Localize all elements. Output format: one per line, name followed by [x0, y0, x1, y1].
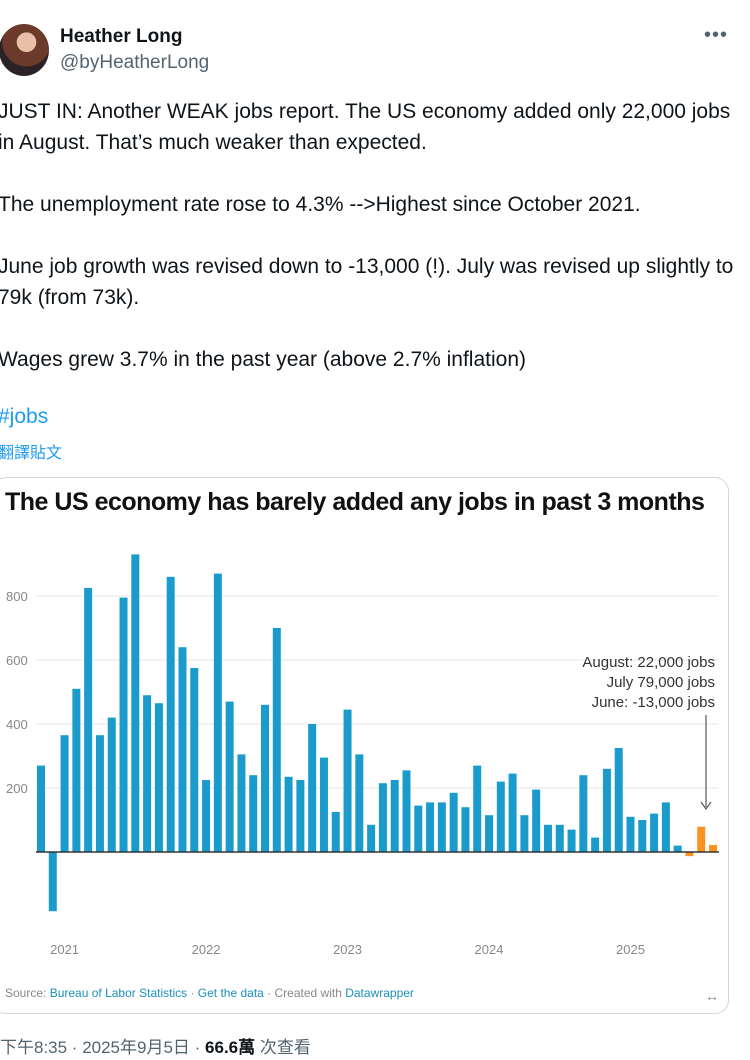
bar: [343, 709, 352, 852]
bar: [579, 775, 588, 852]
bar: [202, 780, 211, 852]
bar: [449, 792, 458, 852]
x-tick-label: 2021: [50, 942, 79, 957]
x-tick-label: 2024: [475, 942, 504, 957]
hashtag-link[interactable]: #jobs: [0, 405, 49, 428]
annotation-text: July 79,000 jobs: [607, 674, 715, 691]
bar: [131, 554, 140, 852]
bar: [213, 573, 222, 852]
bar: [414, 805, 423, 852]
tweet-meta: 下午8:35 · 2025年9月5日 · 66.6萬 次查看: [0, 1033, 311, 1058]
bar: [284, 776, 293, 852]
arrowhead-icon: [700, 801, 712, 811]
bar: [190, 668, 199, 852]
bar: [709, 844, 718, 852]
bar: [166, 576, 175, 852]
get-data-link[interactable]: Get the data: [197, 986, 264, 1000]
bar: [84, 588, 93, 852]
bar: [261, 704, 270, 852]
bar: [367, 824, 376, 852]
bar: [178, 647, 187, 852]
bar: [426, 802, 435, 852]
chart-source: Source: Bureau of Labor Statistics · Get…: [5, 986, 414, 1000]
source-label: Source:: [5, 986, 47, 1000]
more-horizontal-icon[interactable]: •••: [704, 24, 729, 46]
bar: [355, 754, 364, 852]
y-tick-label: 400: [6, 717, 28, 732]
chart-card[interactable]: The US economy has barely added any jobs…: [0, 477, 729, 1014]
bar: [520, 815, 529, 852]
avatar[interactable]: [0, 24, 49, 76]
tweet-text: JUST IN: Another WEAK jobs report. The U…: [0, 96, 738, 406]
source-link[interactable]: Bureau of Labor Statistics: [49, 986, 188, 1000]
bar: [673, 845, 682, 852]
y-tick-label: 200: [6, 781, 28, 796]
y-tick-label: 600: [6, 653, 28, 668]
bar: [508, 773, 517, 852]
bar: [154, 703, 163, 852]
bar: [225, 701, 234, 852]
x-tick-label: 2022: [192, 942, 221, 957]
bar: [567, 829, 576, 852]
bar: [272, 628, 281, 852]
bar: [496, 781, 505, 852]
bar: [143, 695, 152, 852]
bar: [461, 807, 470, 852]
bar: [331, 812, 340, 852]
author-name[interactable]: Heather Long: [60, 26, 183, 47]
annotation-text: June: -13,000 jobs: [592, 694, 715, 711]
bar: [390, 780, 399, 852]
translate-link[interactable]: 翻譯貼文: [0, 445, 63, 462]
bar: [661, 802, 670, 852]
bar: [95, 735, 104, 852]
bar: [308, 724, 317, 852]
bar: [48, 852, 57, 912]
views-label: 次查看: [255, 1038, 311, 1057]
tweet-paragraph: June job growth was revised down to -13,…: [0, 255, 734, 309]
expand-icon[interactable]: ↔: [705, 988, 719, 1004]
bar: [685, 852, 694, 857]
bar: [60, 735, 69, 852]
bar: [237, 754, 246, 852]
y-tick-label: 800: [6, 589, 28, 604]
bar: [650, 813, 659, 852]
x-tick-label: 2025: [616, 942, 645, 957]
bar: [249, 775, 258, 852]
tweet-paragraph: JUST IN: Another WEAK jobs report. The U…: [0, 100, 731, 154]
datawrapper-link[interactable]: Datawrapper: [345, 986, 414, 1000]
bar: [485, 815, 494, 852]
bar: [437, 802, 446, 852]
bar: [626, 816, 635, 852]
x-tick-label: 2023: [333, 942, 362, 957]
bar: [296, 780, 305, 852]
bar: [532, 789, 541, 852]
view-count: 66.6萬: [205, 1038, 256, 1057]
bar: [378, 783, 387, 852]
bar: [543, 824, 552, 852]
bar: [72, 688, 81, 852]
created-with-label: · Created with: [263, 986, 346, 1000]
author-handle[interactable]: @byHeatherLong: [60, 52, 210, 73]
bar: [473, 765, 482, 852]
timestamp[interactable]: 下午8:35 · 2025年9月5日 ·: [0, 1038, 206, 1057]
annotation-text: August: 22,000 jobs: [582, 654, 715, 671]
chart-title: The US economy has barely added any jobs…: [5, 488, 705, 516]
bar: [602, 768, 611, 852]
bar: [591, 837, 600, 852]
bar: [107, 717, 116, 852]
bar: [555, 824, 564, 852]
bar: [37, 765, 45, 852]
bar: [697, 826, 706, 852]
bar: [402, 770, 411, 852]
bar: [319, 757, 328, 852]
bar: [119, 597, 128, 852]
tweet-paragraph: The unemployment rate rose to 4.3% -->Hi…: [0, 193, 641, 216]
bar: [614, 748, 623, 852]
tweet-paragraph: Wages grew 3.7% in the past year (above …: [0, 348, 527, 371]
separator: ·: [187, 986, 198, 1000]
bar-chart: 200 400 600 800 2021 2022 2023 2024 2025 August: …: [6, 554, 719, 957]
bar: [638, 820, 647, 852]
